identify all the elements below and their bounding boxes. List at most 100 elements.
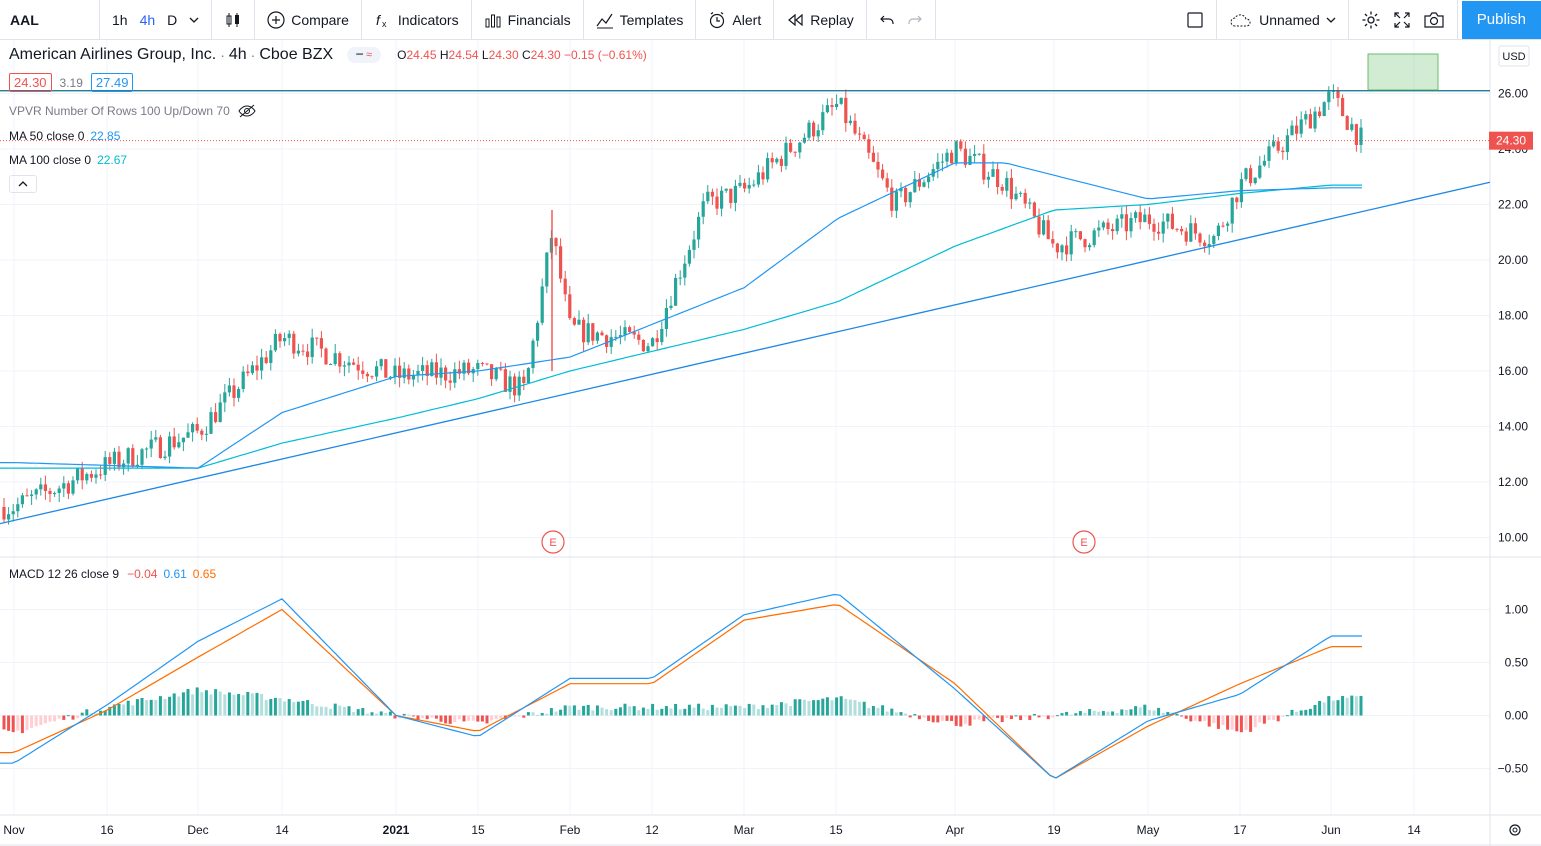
candle-body <box>660 328 664 343</box>
time-tick-label: 14 <box>1407 823 1421 837</box>
histogram-bar <box>347 706 351 716</box>
candle-body <box>1359 127 1363 145</box>
legend-interval: 4h <box>228 46 247 63</box>
publish-button[interactable]: Publish <box>1461 0 1541 39</box>
candle-body <box>352 362 356 365</box>
multi-select-button[interactable] <box>1180 5 1210 35</box>
candle-body <box>508 376 512 392</box>
interval-4h[interactable]: 4h <box>139 11 156 28</box>
candle-body <box>1037 216 1041 235</box>
candle-body <box>1106 222 1110 230</box>
chevron-up-icon <box>18 181 28 187</box>
interval-1h[interactable]: 1h <box>112 11 128 28</box>
candle-body <box>53 492 57 495</box>
candle-body <box>34 489 38 495</box>
snapshot-button[interactable] <box>1417 5 1451 35</box>
histogram-bar <box>954 715 958 726</box>
candle-body <box>812 122 816 137</box>
histogram-bar <box>793 699 797 716</box>
candle <box>609 329 613 355</box>
histogram-bar <box>991 715 995 718</box>
histogram-bar <box>439 715 443 722</box>
interval-dropdown[interactable] <box>183 5 205 35</box>
histogram-bar <box>122 704 126 716</box>
templates-button[interactable]: Templates <box>590 5 690 35</box>
candle-body <box>1046 220 1050 240</box>
candle-body <box>623 327 627 336</box>
candle <box>706 185 710 204</box>
histogram-bar <box>462 715 466 722</box>
candle-body <box>1184 231 1188 242</box>
candle <box>1065 236 1069 262</box>
axis-settings-gear-icon[interactable] <box>1509 824 1521 836</box>
histogram-bar <box>66 715 70 717</box>
candle <box>651 336 655 347</box>
candle <box>338 351 342 374</box>
candle-body <box>1318 111 1322 117</box>
replay-button[interactable]: Replay <box>780 5 860 35</box>
candle <box>936 153 940 179</box>
chart-type-button[interactable] <box>218 5 248 35</box>
legend-sep2: · <box>250 47 256 63</box>
candle <box>715 188 719 216</box>
candle-body <box>1161 221 1165 234</box>
histogram-bar <box>904 713 908 716</box>
candle <box>789 138 793 154</box>
histogram-bar <box>940 715 944 721</box>
candle-body <box>1009 177 1013 200</box>
histogram-bar <box>112 704 116 716</box>
time-tick-label: 14 <box>275 823 289 837</box>
histogram-bar <box>177 696 181 716</box>
candle-body <box>963 148 967 165</box>
candle <box>996 163 1000 195</box>
financials-button[interactable]: Financials <box>478 5 577 35</box>
candle-body <box>227 385 231 393</box>
histogram-bar <box>1331 700 1335 716</box>
histogram-bar <box>563 705 567 716</box>
settings-button[interactable] <box>1355 5 1387 35</box>
open-label: O <box>397 48 407 62</box>
candle-body <box>881 169 885 179</box>
histogram-bar <box>11 715 15 733</box>
histogram-bar <box>444 715 448 724</box>
undo-button[interactable] <box>873 5 901 35</box>
histogram-bar <box>641 707 645 716</box>
candle <box>701 193 705 225</box>
eye-off-icon[interactable] <box>238 104 256 118</box>
candle <box>1115 214 1119 235</box>
histogram-bar <box>775 705 779 716</box>
histogram-bar <box>1272 715 1276 720</box>
histogram-bar <box>881 705 885 716</box>
histogram-bar <box>1083 712 1087 716</box>
collapse-legend-button[interactable] <box>9 175 37 193</box>
candle-body <box>545 252 549 287</box>
alert-button[interactable]: Alert <box>702 5 767 35</box>
layout-name-button[interactable]: Unnamed <box>1223 5 1342 35</box>
candle-body <box>338 353 342 367</box>
candle <box>1166 213 1170 229</box>
candle <box>793 151 797 158</box>
candle-body <box>697 216 701 240</box>
fullscreen-button[interactable] <box>1387 5 1417 35</box>
chart-canvas[interactable]: E E 10.00 12.00 14.00 16.00 18.00 20.00 22.00 24.… <box>0 40 1541 846</box>
histogram-bar <box>1354 696 1358 716</box>
ask-pill[interactable]: 27.49 <box>90 73 134 92</box>
candle-body <box>76 468 80 481</box>
candle <box>131 444 135 468</box>
candle <box>1042 214 1046 236</box>
bid-pill[interactable]: 24.30 <box>9 73 52 92</box>
time-tick-label: 2021 <box>383 823 410 837</box>
legend-toggle-icon[interactable]: ━ ≈ <box>347 47 382 63</box>
candle-body <box>393 365 397 377</box>
histogram-bar <box>1166 711 1170 716</box>
redo-button[interactable] <box>901 5 929 35</box>
interval-d[interactable]: D <box>167 11 178 28</box>
histogram-bar <box>310 704 314 716</box>
high-value: 24.54 <box>448 48 479 62</box>
compare-button[interactable]: Compare <box>261 5 355 35</box>
candle-body <box>526 368 530 383</box>
candle <box>1198 232 1202 247</box>
histogram-bar <box>1198 715 1202 722</box>
symbol-search[interactable]: AAL <box>0 0 100 40</box>
